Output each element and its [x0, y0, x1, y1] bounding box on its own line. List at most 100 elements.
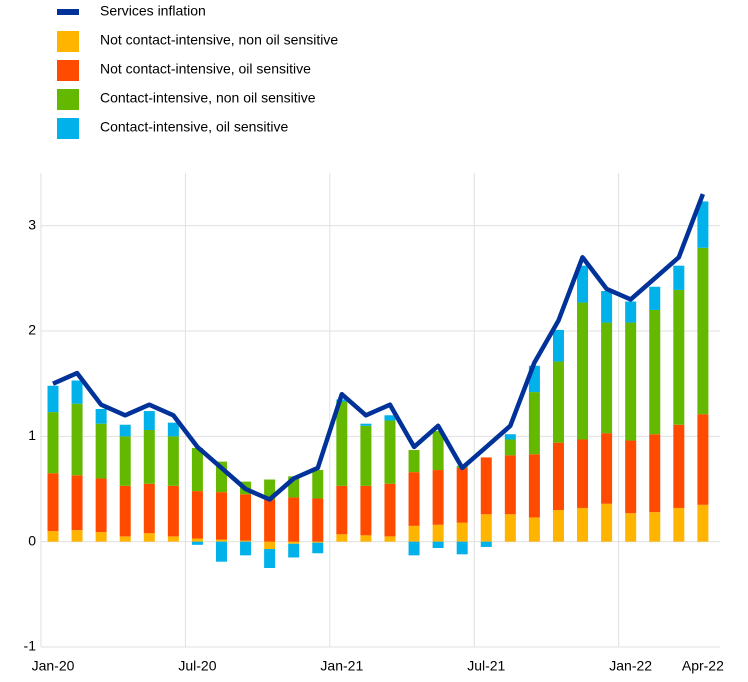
line [52, 193, 706, 502]
bar-segment [456, 522, 468, 542]
bar-segment [191, 447, 203, 492]
bar-segment [240, 494, 252, 541]
bar-segment [47, 412, 59, 474]
bar-segment [577, 439, 589, 508]
bar-segment [167, 436, 179, 486]
bar-segment [360, 425, 372, 486]
bar-segment [119, 536, 131, 542]
bar-segment [408, 450, 420, 473]
bar-segment [625, 440, 637, 514]
bar-segment [47, 473, 59, 532]
bar-segment [143, 533, 155, 542]
bar-segment [649, 434, 661, 513]
bar-segment [528, 454, 540, 518]
legend-swatch [57, 89, 79, 110]
bar-segment [264, 479, 276, 500]
bar-segment [432, 541, 444, 548]
bar-segment [504, 514, 516, 542]
bar-segment [215, 539, 227, 542]
bar-segment [384, 420, 396, 484]
bar-segment [673, 265, 685, 290]
legend-swatch [57, 60, 79, 81]
bar-segment [143, 411, 155, 431]
bar-segment [456, 467, 468, 523]
bar-segment [143, 430, 155, 484]
y-tick-label: 0 [28, 532, 36, 548]
y-tick-label: -1 [24, 638, 37, 654]
legend-label: Contact-intensive, oil sensitive [100, 119, 289, 135]
bar-segment [384, 536, 396, 542]
bar-segment [312, 470, 324, 499]
legend-swatch [57, 118, 79, 139]
legend-line-swatch [57, 9, 79, 15]
bar-segment [71, 530, 83, 542]
bar-segment [95, 423, 107, 479]
bar-segment [480, 514, 492, 542]
y-tick-label: 1 [28, 427, 36, 443]
y-tick-label: 3 [28, 216, 36, 232]
bar-segment [625, 513, 637, 542]
bar-segment [191, 491, 203, 539]
bar-segment [528, 517, 540, 542]
bar-segment [167, 536, 179, 542]
bar-segment [528, 392, 540, 455]
x-tick-label: Jan-20 [32, 658, 75, 674]
bar-segment [480, 457, 492, 515]
bar-segment [264, 549, 276, 568]
bar-segment [360, 535, 372, 542]
bar-segment [625, 301, 637, 323]
bar-segment [408, 472, 420, 526]
bar-segment [143, 483, 155, 534]
bar-segment [673, 507, 685, 542]
bar-segment [577, 302, 589, 440]
bar-segment [119, 485, 131, 537]
legend-label: Not contact-intensive, oil sensitive [100, 61, 311, 77]
bar-segment [95, 478, 107, 533]
y-tick-label: 2 [28, 322, 36, 338]
bar-segment [215, 461, 227, 493]
bar-segment [649, 286, 661, 310]
bar-segment [504, 439, 516, 456]
bar-segment [288, 541, 300, 544]
bar-segment [408, 525, 420, 542]
bar-segment [215, 492, 227, 540]
bar-segment [240, 541, 252, 556]
bar-segment [119, 436, 131, 486]
bar-segment [504, 434, 516, 440]
bar-segment [71, 403, 83, 476]
legend-label: Contact-intensive, non oil sensitive [100, 90, 316, 106]
bar-segment [240, 540, 252, 542]
bar-segment [577, 507, 589, 542]
bar-segment [47, 385, 59, 413]
bar-segment [95, 408, 107, 424]
bar-segment [384, 483, 396, 537]
bar-segment [432, 470, 444, 525]
bar-segment [71, 380, 83, 404]
bar-segment [601, 322, 613, 434]
x-tick-label: Jul-21 [467, 658, 505, 674]
bar-segment [336, 485, 348, 535]
bar-segment [528, 365, 540, 393]
bar-segment [312, 498, 324, 542]
bar-segment [336, 401, 348, 486]
bar-segment [215, 541, 227, 562]
x-tick-label: Jan-21 [320, 658, 363, 674]
bar-segment [191, 538, 203, 542]
bar-segment [456, 541, 468, 555]
bar-segment [264, 499, 276, 542]
bar-segment [697, 414, 709, 505]
bar-segment [649, 309, 661, 435]
bar-segment [360, 423, 372, 426]
x-tick-label: Jan-22 [609, 658, 652, 674]
bar-segment [601, 503, 613, 542]
bar-segment [649, 512, 661, 542]
bar-segment [673, 289, 685, 425]
bar-segment [504, 455, 516, 515]
bar-segment [577, 265, 589, 303]
bar-segment [288, 543, 300, 558]
legend-swatch [57, 31, 79, 52]
legend-label: Not contact-intensive, non oil sensitive [100, 32, 338, 48]
bar-segment [288, 497, 300, 542]
bar-segment [119, 424, 131, 437]
bar-segment [697, 504, 709, 542]
